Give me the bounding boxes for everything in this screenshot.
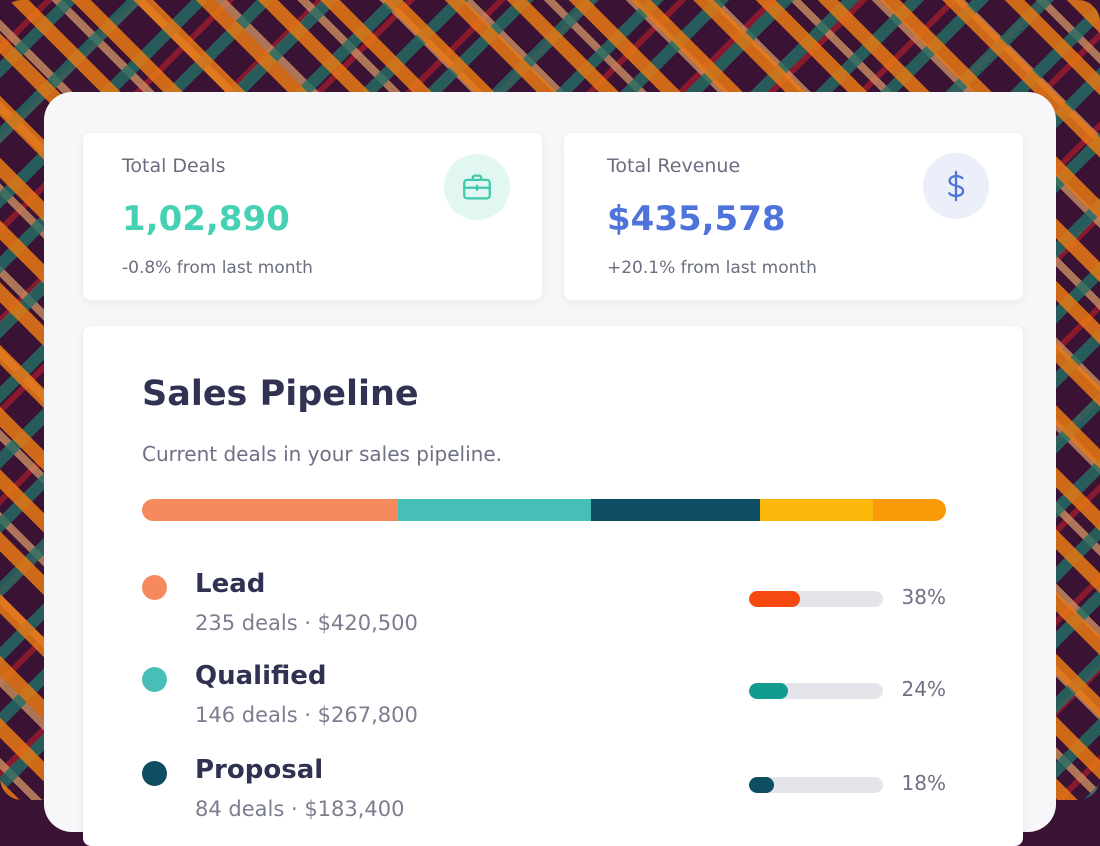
total-revenue-card: Total Revenue $435,578 +20.1% from last … [564,133,1023,300]
stack-segment-negotiation [760,499,873,521]
stage-progress-fill [749,777,775,793]
stage-row-lead[interactable]: Lead 235 deals · $420,500 38% [142,569,946,639]
stage-dot [142,667,167,692]
stage-dot [142,575,167,600]
pipeline-subtitle: Current deals in your sales pipeline. [142,442,502,466]
stage-percent: 38% [901,585,946,609]
total-deals-value: 1,02,890 [122,199,290,239]
stack-segment-closed [872,499,946,521]
stage-meta: 146 deals · $267,800 [195,703,418,727]
stack-segment-qualified [397,499,592,521]
stage-progress-track [749,683,883,699]
stage-meta: 235 deals · $420,500 [195,611,418,635]
sales-pipeline-card: Sales Pipeline Current deals in your sal… [83,326,1023,846]
stage-name: Proposal [195,755,324,785]
stage-percent: 18% [901,771,946,795]
total-revenue-value: $435,578 [607,199,786,239]
stage-row-proposal[interactable]: Proposal 84 deals · $183,400 18% [142,755,946,825]
stage-dot [142,761,167,786]
total-revenue-change: +20.1% from last month [607,258,817,278]
stack-segment-lead [142,499,398,521]
pipeline-title: Sales Pipeline [142,374,419,414]
total-deals-card: Total Deals 1,02,890 -0.8% from last mon… [83,133,542,300]
briefcase-icon [444,154,510,220]
stage-name: Lead [195,569,266,599]
stage-name: Qualified [195,661,327,691]
total-revenue-title: Total Revenue [607,155,741,177]
stage-progress-track [749,777,883,793]
pipeline-stacked-bar [142,499,946,521]
dashboard-panel: Total Deals 1,02,890 -0.8% from last mon… [44,92,1056,846]
stage-progress-fill [749,683,788,699]
stage-row-qualified[interactable]: Qualified 146 deals · $267,800 24% [142,661,946,731]
stage-progress-track [749,591,883,607]
total-deals-title: Total Deals [122,155,226,177]
dollar-icon [923,153,989,219]
stage-percent: 24% [901,677,946,701]
total-deals-change: -0.8% from last month [122,258,313,278]
stage-progress-fill [749,591,800,607]
stack-segment-proposal [591,499,761,521]
stage-meta: 84 deals · $183,400 [195,797,405,821]
